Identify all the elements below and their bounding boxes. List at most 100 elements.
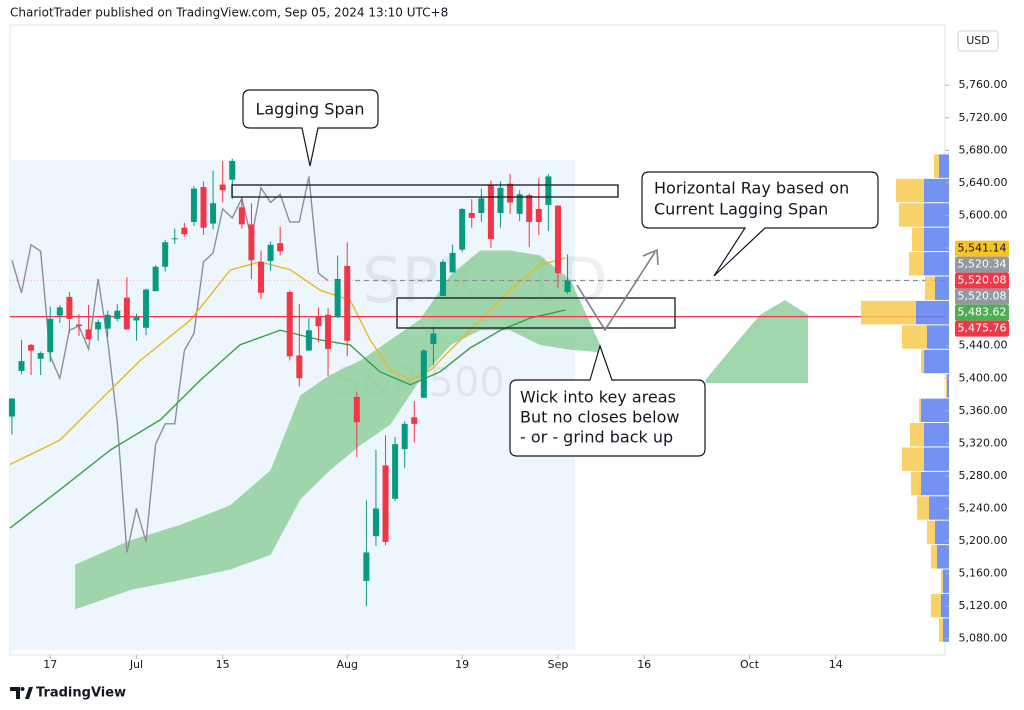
candle-body xyxy=(420,350,427,398)
volume-down xyxy=(921,349,924,374)
candle-body xyxy=(382,465,389,542)
price-label-box xyxy=(955,256,1009,273)
price-label-box xyxy=(955,288,1009,305)
callout-text: Horizontal Ray based on xyxy=(654,179,849,198)
callout xyxy=(509,344,706,457)
volume-up xyxy=(924,178,949,203)
candle-body xyxy=(296,355,303,379)
callout-text: But no closes below xyxy=(520,408,679,427)
candle-body xyxy=(507,183,514,203)
volume-down xyxy=(934,154,939,178)
price-label-box xyxy=(955,320,1009,337)
volume-up xyxy=(943,569,949,593)
candle-body xyxy=(535,208,542,222)
candle-body xyxy=(171,238,178,240)
currency-button[interactable] xyxy=(957,30,999,52)
candle-body xyxy=(305,330,312,351)
candle-body xyxy=(344,265,351,341)
candle-body xyxy=(162,242,169,267)
candle-body xyxy=(286,291,293,357)
x-tick-label: 17 xyxy=(43,658,57,671)
x-tick-label: 14 xyxy=(829,658,843,671)
indicator-line xyxy=(9,309,566,529)
volume-up xyxy=(924,203,949,227)
candle-body xyxy=(85,329,92,340)
y-tick-label: 5,760.00 xyxy=(959,78,1008,91)
candle-body xyxy=(526,195,533,222)
callout-text: Wick into key areas xyxy=(520,388,676,407)
candle-body xyxy=(181,227,188,235)
candle-body xyxy=(487,185,494,240)
brand: TradingView xyxy=(36,686,126,701)
candle-body xyxy=(123,297,130,330)
volume-down xyxy=(927,520,935,545)
volume-up xyxy=(924,423,949,447)
candle-body xyxy=(104,314,111,329)
candle-body xyxy=(325,314,332,349)
volume-down xyxy=(925,276,935,300)
volume-up xyxy=(924,349,949,374)
candle-body xyxy=(18,361,25,371)
callout xyxy=(242,89,379,167)
candle-body xyxy=(229,160,236,180)
candle-body xyxy=(200,186,207,228)
volume-down xyxy=(909,252,924,276)
candle-body xyxy=(152,266,159,292)
candle-body xyxy=(315,316,322,327)
volume-up xyxy=(921,398,949,423)
y-tick-label: 5,680.00 xyxy=(959,143,1008,156)
volume-up xyxy=(937,545,949,569)
candle-body xyxy=(248,224,255,261)
y-tick-label: 5,600.00 xyxy=(959,208,1008,221)
y-tick-label: 5,080.00 xyxy=(959,632,1008,645)
volume-down xyxy=(931,593,941,618)
price-label-box xyxy=(955,272,1009,289)
y-tick-label: 5,400.00 xyxy=(959,371,1008,384)
x-tick-label: Aug xyxy=(336,658,357,671)
volume-up xyxy=(916,300,949,325)
volume-down xyxy=(911,471,921,496)
volume-down xyxy=(919,398,921,423)
x-tick-label: 16 xyxy=(637,658,651,671)
candle-body xyxy=(497,187,504,214)
volume-down xyxy=(912,227,924,252)
volume-up xyxy=(927,325,949,349)
y-tick-label: 5,240.00 xyxy=(959,501,1008,514)
y-tick-label: 5,360.00 xyxy=(959,404,1008,417)
candle-body xyxy=(75,324,82,327)
volume-down xyxy=(902,325,927,349)
y-tick-label: 5,440.00 xyxy=(959,339,1008,352)
volume-down xyxy=(861,300,916,325)
cloud-layer xyxy=(75,250,809,610)
candle-body xyxy=(56,307,63,316)
x-tick-label: Jul xyxy=(129,658,143,671)
volume-down xyxy=(917,496,929,520)
volume-up xyxy=(921,471,949,496)
zone-box xyxy=(396,297,676,329)
candle-body xyxy=(516,194,523,214)
levels-layer xyxy=(10,279,945,318)
candle-body xyxy=(401,423,408,450)
brand-logo xyxy=(10,687,33,699)
currency: USD xyxy=(966,34,990,47)
candle-body xyxy=(372,508,379,537)
candle-body xyxy=(8,398,15,417)
candle-body xyxy=(440,261,447,297)
volume-up xyxy=(943,618,949,642)
candle-body xyxy=(554,205,561,274)
callout xyxy=(641,171,879,277)
candle-body xyxy=(430,333,437,345)
volume-profile-layer xyxy=(861,154,949,642)
candle-body xyxy=(238,207,245,225)
y-tick-label: 5,320.00 xyxy=(959,436,1008,449)
candle-body xyxy=(449,252,456,273)
volume-up xyxy=(924,227,949,252)
candle-body xyxy=(459,208,466,250)
candle-body xyxy=(114,310,121,319)
candles-layer xyxy=(8,158,571,607)
x-tick-label: 19 xyxy=(455,658,469,671)
candle-body xyxy=(564,280,571,292)
candle-body xyxy=(28,344,35,351)
candle-body xyxy=(210,203,217,224)
